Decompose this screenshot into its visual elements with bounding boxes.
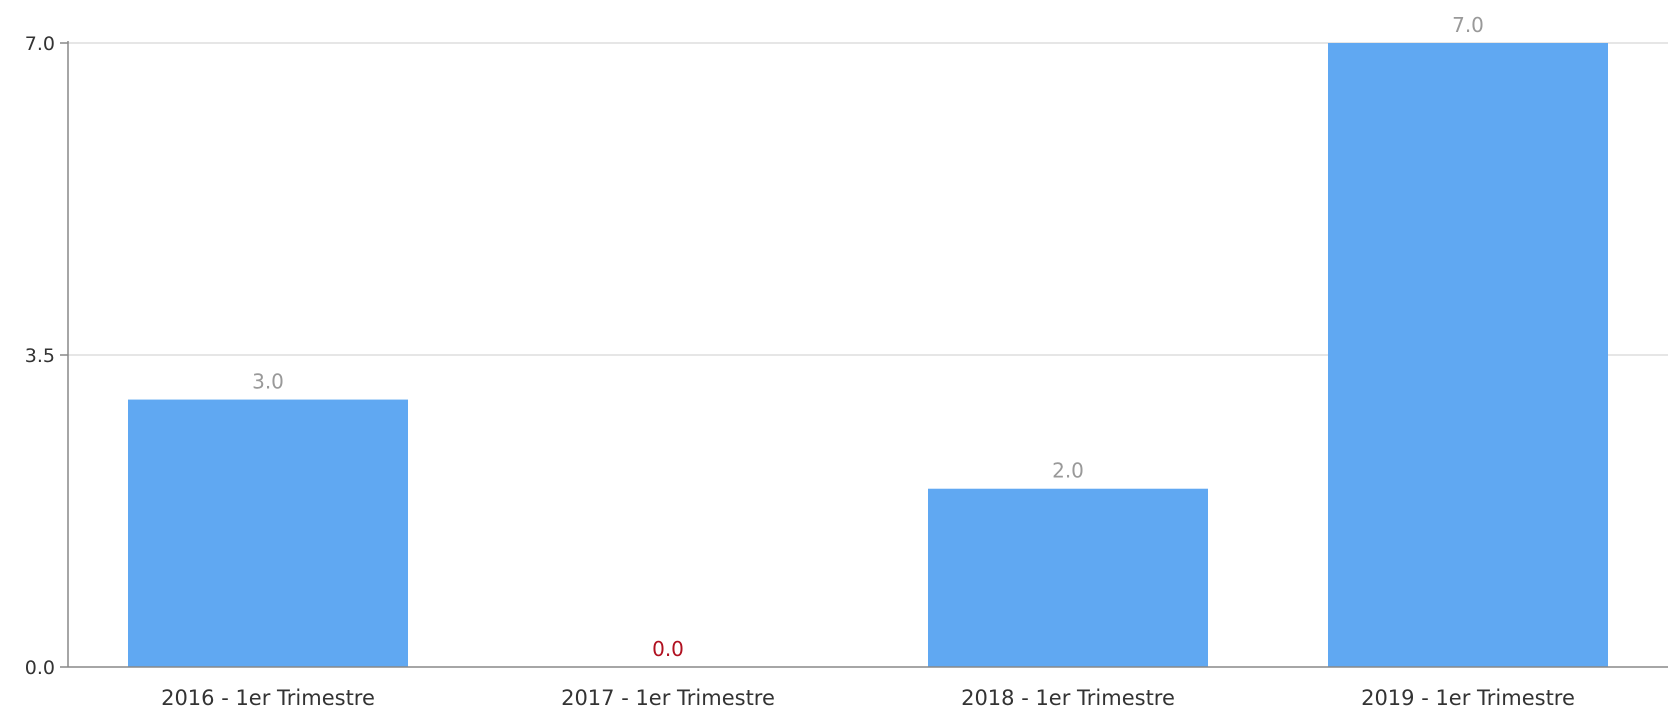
x-category-label: 2017 - 1er Trimestre bbox=[561, 686, 775, 710]
data-label: 0.0 bbox=[652, 637, 684, 661]
bar bbox=[1328, 43, 1608, 667]
data-label: 3.0 bbox=[252, 370, 284, 394]
bar bbox=[128, 399, 408, 667]
y-tick-label: 0.0 bbox=[25, 657, 55, 679]
axes bbox=[60, 41, 1668, 668]
data-label: 2.0 bbox=[1052, 459, 1084, 483]
x-category-label: 2018 - 1er Trimestre bbox=[961, 686, 1175, 710]
y-tick-label: 3.5 bbox=[25, 345, 55, 367]
bar bbox=[928, 488, 1208, 667]
labels: 0.0 3.5 7.0 2016 - 1er Trimestre 3.0 2017 - 1… bbox=[25, 13, 1575, 710]
x-category-label: 2019 - 1er Trimestre bbox=[1361, 686, 1575, 710]
x-category-label: 2016 - 1er Trimestre bbox=[161, 686, 375, 710]
bars bbox=[128, 43, 1608, 667]
y-tick-label: 7.0 bbox=[25, 33, 55, 55]
data-label: 7.0 bbox=[1452, 13, 1484, 37]
